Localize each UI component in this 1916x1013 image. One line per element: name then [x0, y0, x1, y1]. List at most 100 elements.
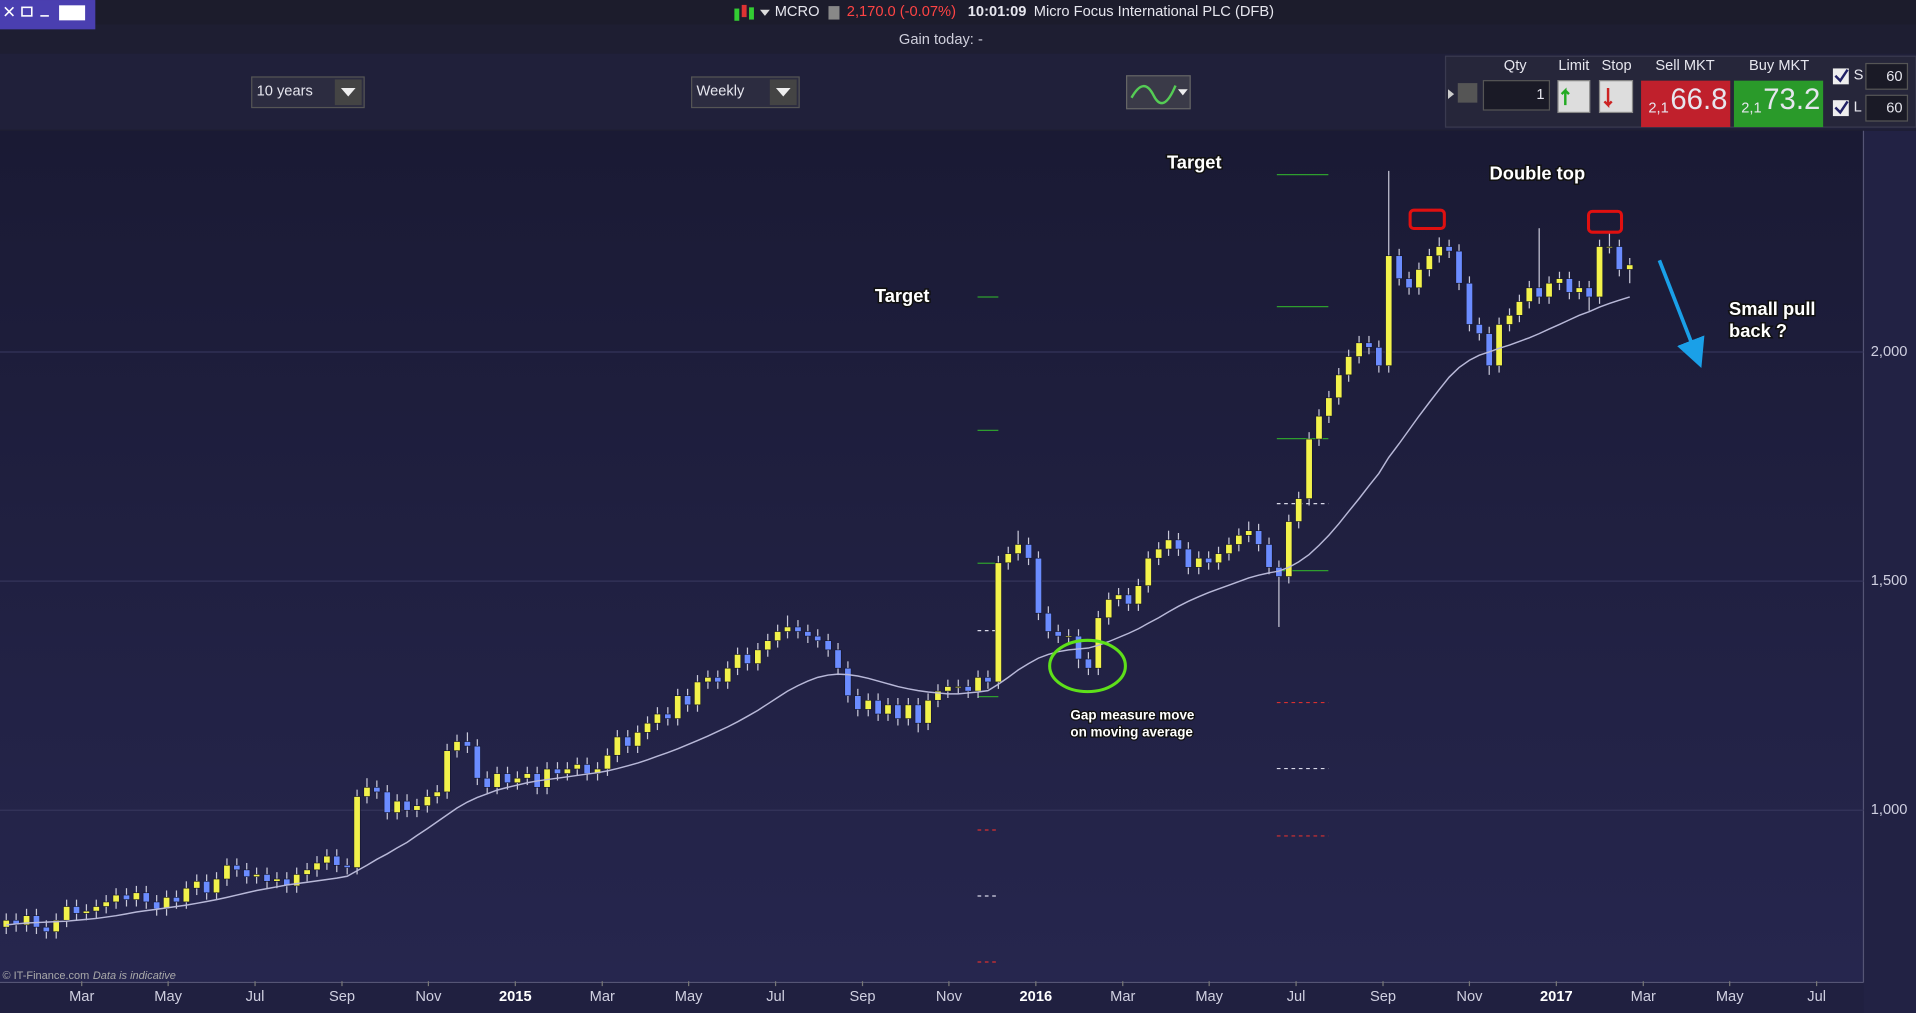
candle-body — [203, 881, 211, 894]
interval-value: Weekly — [697, 84, 745, 100]
x-tick-label: Mar — [590, 989, 615, 1005]
candle-body — [844, 667, 852, 697]
x-tick-label: May — [675, 989, 703, 1005]
candle-body — [1335, 374, 1343, 399]
qty-input[interactable] — [1482, 80, 1551, 111]
candle-body — [1305, 438, 1313, 499]
candle-body — [1615, 246, 1623, 270]
candle-body — [1605, 246, 1613, 249]
candle-body — [714, 677, 722, 683]
candle-body — [253, 874, 261, 878]
candle-body — [172, 897, 180, 903]
candle-body — [1315, 415, 1323, 440]
candle-body — [1044, 612, 1052, 632]
s-input[interactable] — [1865, 62, 1909, 90]
candle-body — [123, 894, 130, 900]
candle-body — [834, 649, 842, 669]
x-tick-label: Mar — [1631, 989, 1656, 1005]
candle-body — [1475, 324, 1483, 334]
candle-body — [73, 906, 80, 914]
candle-body — [824, 640, 832, 651]
l-value: 60 — [1886, 101, 1902, 117]
candle-body — [814, 635, 822, 642]
clock: 10:01:09 — [968, 4, 1027, 20]
top-bar — [0, 0, 1916, 25]
candle-body — [1405, 278, 1413, 289]
candle-body — [142, 892, 150, 903]
x-tick-label: Sep — [1370, 989, 1396, 1005]
moving-average — [6, 296, 1630, 926]
candle-body — [583, 764, 591, 774]
candle-body — [904, 704, 912, 719]
candle-body — [1355, 342, 1363, 357]
candle-body — [1485, 333, 1493, 367]
wrench-icon[interactable] — [1457, 83, 1478, 103]
y-tick-label: 1,000 — [1871, 802, 1908, 818]
candle-body — [243, 869, 251, 878]
dropdown-arrow — [1177, 89, 1188, 96]
s-value: 60 — [1886, 69, 1902, 85]
candle-body — [213, 878, 221, 894]
candle-body — [563, 768, 571, 774]
x-tick-label: Nov — [936, 989, 963, 1005]
ticker[interactable]: MCRO — [775, 4, 820, 20]
candle-body — [1585, 287, 1593, 298]
candle-body — [2, 919, 10, 928]
sell-label: Sell MKT — [1655, 58, 1714, 74]
x-tick-label: 2017 — [1540, 989, 1573, 1005]
candle-body — [1345, 356, 1353, 376]
buy-button[interactable] — [1733, 80, 1824, 128]
buy-price: 73.2 — [1763, 83, 1820, 116]
candle-body — [1075, 635, 1082, 660]
check — [1834, 100, 1849, 115]
l-input[interactable] — [1865, 94, 1909, 122]
candle-body — [333, 855, 341, 866]
candle-body — [313, 862, 321, 871]
candle-body — [1105, 599, 1113, 619]
candle-body — [1395, 255, 1403, 279]
x-tick-label: Jul — [1807, 989, 1826, 1005]
candle-body — [804, 631, 812, 637]
candle-body — [92, 906, 100, 912]
buy-label: Buy MKT — [1749, 58, 1809, 74]
stop-button[interactable] — [1598, 80, 1634, 114]
limit-button[interactable] — [1557, 80, 1591, 114]
qty-value: 1 — [1536, 87, 1544, 103]
candle-body — [1545, 282, 1553, 298]
stop-label: Stop — [1602, 58, 1632, 74]
candle-body — [1174, 539, 1182, 550]
candle-body — [1265, 544, 1273, 568]
x-tick-label: Mar — [69, 989, 94, 1005]
candle-body — [1025, 544, 1033, 559]
dropdown-arrow — [340, 87, 356, 97]
candle-body — [994, 562, 1002, 683]
sell-price: 66.8 — [1670, 83, 1727, 116]
info-icon[interactable] — [828, 6, 840, 20]
candle-body — [1565, 278, 1573, 293]
x-tick-label: Sep — [849, 989, 875, 1005]
sell-button[interactable] — [1641, 80, 1731, 128]
candle-body — [433, 791, 441, 797]
qty-label: Qty — [1504, 58, 1527, 74]
candle-body — [644, 722, 652, 733]
x-tick-label: May — [1195, 989, 1223, 1005]
x-tick-label: Mar — [1110, 989, 1135, 1005]
candle-body — [112, 894, 120, 903]
candle-body — [884, 704, 892, 715]
candle-body — [734, 654, 742, 669]
candle-body — [193, 881, 201, 889]
plot-area — [0, 130, 1864, 983]
x-tick-label: 2015 — [499, 989, 532, 1005]
candle-body — [774, 631, 782, 642]
candle-body — [42, 926, 50, 933]
candle-body — [403, 800, 411, 811]
candle-body — [1134, 585, 1142, 605]
candle-body — [363, 787, 371, 797]
x-tick-label: Jul — [246, 989, 265, 1005]
top-marker — [1408, 208, 1446, 231]
candle-body — [423, 796, 431, 806]
expand-arrow[interactable] — [1447, 89, 1455, 99]
candle-body — [1525, 287, 1533, 302]
candle-body — [664, 713, 672, 719]
candle-body — [1285, 521, 1293, 577]
